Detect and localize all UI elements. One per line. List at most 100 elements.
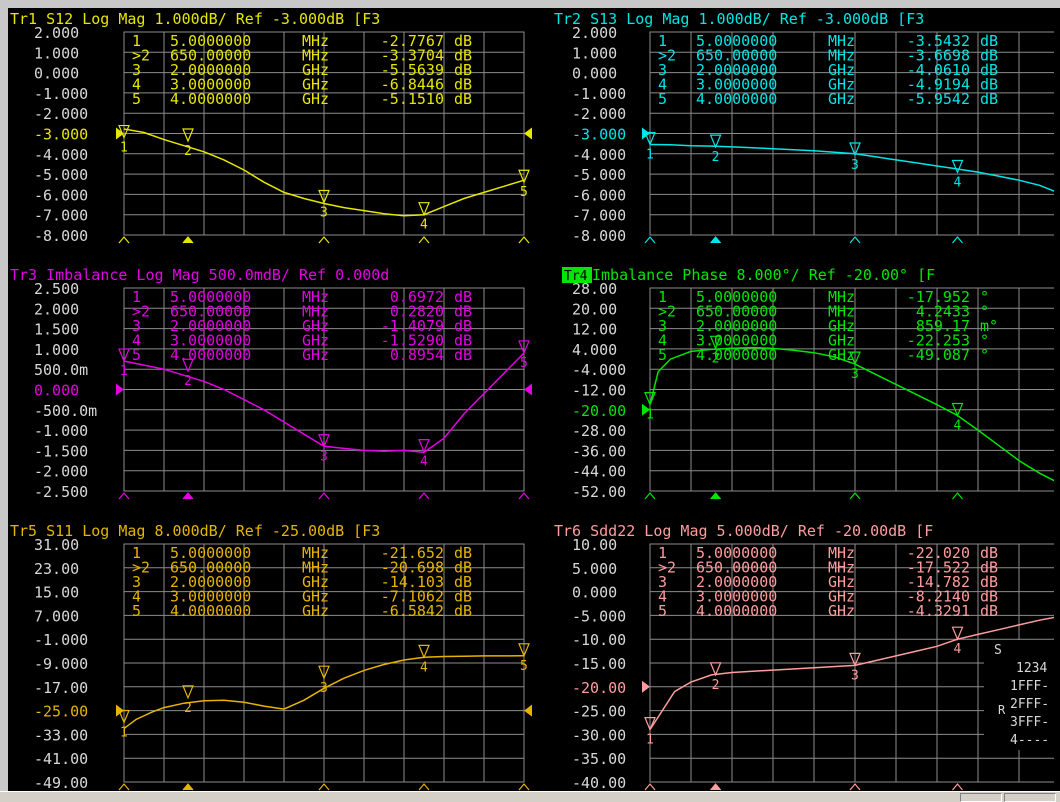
y-tick-label: 2.000 [572, 24, 617, 42]
marker-1 [644, 391, 656, 407]
bottom-marker [710, 492, 722, 500]
ref-arrow-left [642, 403, 650, 416]
marker-num: 5 [132, 602, 141, 620]
marker-value: -14.103 [381, 573, 444, 591]
active-trace-badge [562, 267, 592, 283]
marker-num: 4 [658, 76, 667, 94]
y-tick-label: 4.000 [572, 341, 617, 359]
marker-freq: 2.0000000 [170, 61, 251, 79]
trace-panel-tr1: Tr1 S12 Log Mag 1.000dB/ Ref -3.000dB [F… [10, 10, 532, 245]
marker-label: 2 [184, 374, 192, 389]
marker-value: -5.5639 [381, 61, 444, 79]
marker-suffix: dB [454, 61, 472, 79]
marker-value: -21.652 [381, 544, 444, 562]
trace-title: Imbalance Phase 8.000°/ Ref -20.00° [F [592, 266, 935, 284]
marker-label: 4 [954, 175, 962, 190]
marker-unit: MHz [828, 32, 855, 50]
marker-value: -4.0610 [907, 61, 970, 79]
y-tick-label: -1.500 [34, 442, 88, 460]
marker-freq: 4.0000000 [696, 90, 777, 108]
marker-suffix: dB [454, 288, 472, 306]
y-tick-label: 12.00 [572, 321, 617, 339]
bottom-marker [518, 236, 530, 244]
y-tick-label: -2.000 [34, 463, 88, 481]
marker-value: 859.17 [916, 317, 970, 335]
marker-freq: 650.00000 [170, 559, 251, 577]
y-tick-label: 2.500 [34, 280, 79, 298]
marker-label: 3 [320, 681, 328, 696]
marker-2 [709, 662, 722, 677]
marker-freq: 650.00000 [696, 47, 777, 65]
y-tick-label: -25.00 [572, 703, 626, 721]
y-tick-label: -4.000 [572, 146, 626, 164]
y-tick-label: -8.000 [34, 227, 88, 245]
marker-suffix: dB [454, 573, 472, 591]
status-panel-row: 2FFF- [1010, 697, 1049, 712]
bottom-marker [318, 492, 330, 500]
y-tick-label: -20.00 [572, 402, 626, 420]
marker-freq: 5.0000000 [170, 288, 251, 306]
y-tick-label: 2.000 [34, 300, 79, 318]
marker-value: -22.253 [907, 332, 970, 350]
marker-value: -22.020 [907, 544, 970, 562]
marker-num: 3 [658, 573, 667, 591]
marker-unit: MHz [828, 559, 855, 577]
trace-panel-tr5: Tr5 S11 Log Mag 8.000dB/ Ref -25.00dB [F… [10, 522, 532, 791]
marker-value: -3.6698 [907, 47, 970, 65]
marker-4 [418, 202, 430, 217]
marker-4 [951, 402, 964, 418]
marker-suffix: dB [980, 559, 998, 577]
trace-title: Tr3 Imbalance Log Mag 500.0mdB/ Ref 0.00… [10, 266, 389, 284]
marker-num: 5 [132, 346, 141, 364]
y-tick-label: -40.00 [572, 774, 626, 791]
marker-unit: MHz [828, 544, 855, 562]
marker-unit: MHz [302, 303, 329, 321]
marker-suffix: dB [454, 317, 472, 335]
marker-num: 1 [658, 288, 667, 306]
marker-suffix: dB [454, 602, 472, 620]
status-panel-row: 1FFF- [1010, 679, 1049, 694]
trace-panels: Tr1 S12 Log Mag 1.000dB/ Ref -3.000dB [F… [10, 8, 1060, 791]
trace-panel-tr2: Tr2 S13 Log Mag 1.000dB/ Ref -3.000dB [F… [554, 10, 1060, 245]
trace-title: Tr2 S13 Log Mag 1.000dB/ Ref -3.000dB [F… [554, 10, 924, 28]
marker-value: -17.952 [907, 288, 970, 306]
bottom-marker [182, 236, 194, 244]
marker-label: 3 [851, 668, 859, 683]
y-tick-label: 1.000 [34, 341, 79, 359]
y-tick-label: -10.00 [572, 631, 626, 649]
marker-unit: MHz [828, 303, 855, 321]
y-tick-label: -4.000 [572, 361, 626, 379]
y-tick-label: -2.000 [34, 105, 88, 123]
marker-suffix: dB [980, 588, 998, 606]
marker-num: 5 [658, 90, 667, 108]
y-tick-label: 10.00 [572, 536, 617, 554]
marker-label: 2 [184, 144, 192, 159]
ref-arrow-right [524, 127, 532, 140]
marker-value: -49.087 [907, 346, 970, 364]
marker-freq: 3.0000000 [696, 588, 777, 606]
marker-num: >2 [658, 303, 676, 321]
marker-suffix: dB [454, 76, 472, 94]
y-tick-label: 23.00 [34, 560, 79, 578]
marker-label: 1 [120, 141, 128, 156]
y-tick-label: -500.0m [34, 402, 97, 420]
bottom-marker [710, 236, 722, 244]
marker-value: -20.698 [381, 559, 444, 577]
y-tick-label: -3.000 [34, 126, 88, 144]
marker-suffix: ° [980, 346, 989, 364]
y-tick-label: -7.000 [34, 207, 88, 225]
trace-title: Tr1 S12 Log Mag 1.000dB/ Ref -3.000dB [F… [10, 10, 380, 28]
marker-suffix: dB [980, 573, 998, 591]
marker-3 [849, 652, 861, 667]
marker-label: 1 [120, 364, 128, 379]
trace-line [649, 346, 1060, 485]
marker-4 [951, 626, 964, 641]
bottom-marker [849, 492, 861, 500]
y-tick-label: 31.00 [34, 536, 79, 554]
marker-label: 1 [646, 408, 654, 423]
marker-num: 3 [132, 317, 141, 335]
marker-value: 0.6972 [390, 288, 444, 306]
marker-value: -6.8446 [381, 76, 444, 94]
marker-freq: 3.0000000 [170, 588, 251, 606]
y-tick-label: -30.00 [572, 726, 626, 744]
